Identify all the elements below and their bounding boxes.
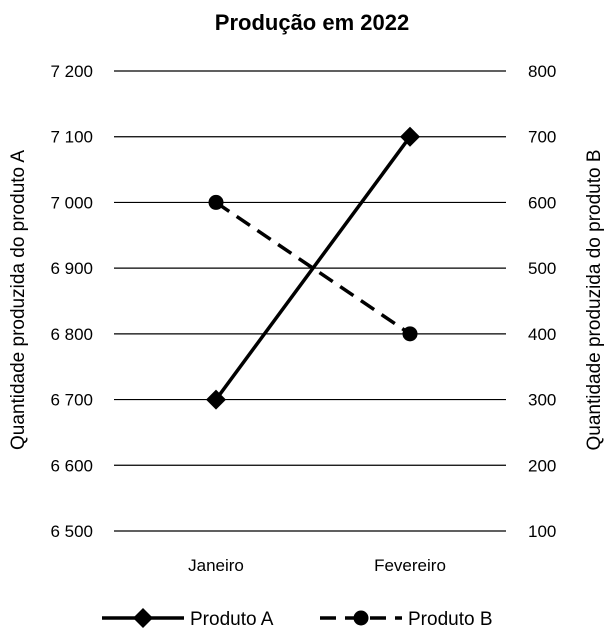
right-tick-label: 100 <box>528 522 556 541</box>
legend-marker-produto-a <box>133 608 153 628</box>
right-y-axis-label: Quantidade produzida do produto B <box>584 149 605 450</box>
right-tick-label: 500 <box>528 259 556 278</box>
left-tick-label: 7 100 <box>50 128 93 147</box>
data-point-produto-b <box>402 326 418 342</box>
right-tick-label: 300 <box>528 391 556 410</box>
left-tick-label: 7 000 <box>50 193 93 212</box>
series-layer <box>206 126 420 410</box>
left-tick-label: 7 200 <box>50 62 93 81</box>
gridlines <box>114 70 506 532</box>
left-tick-label: 6 700 <box>50 391 93 410</box>
legend-marker-produto-b <box>353 610 369 626</box>
right-tick-label: 700 <box>528 128 556 147</box>
x-category-label: Janeiro <box>188 556 244 575</box>
right-tick-label: 600 <box>528 193 556 212</box>
left-tick-label: 6 900 <box>50 259 93 278</box>
left-y-axis-label: Quantidade produzida do produto A <box>8 150 29 450</box>
series-line-produto-b <box>215 200 411 336</box>
x-category-label: Fevereiro <box>374 556 446 575</box>
chart-title: Produção em 2022 <box>215 10 409 35</box>
legend: Produto A Produto B <box>102 608 493 630</box>
right-tick-label: 400 <box>528 325 556 344</box>
legend-label-produto-a: Produto A <box>190 609 274 630</box>
data-point-produto-b <box>208 194 224 210</box>
legend-label-produto-b: Produto B <box>408 609 493 630</box>
left-y-axis-ticks: 6 500 6 600 6 700 6 800 6 900 7 000 7 100 7 200 <box>50 62 93 541</box>
data-point-produto-a <box>400 126 420 147</box>
left-tick-label: 6 800 <box>50 325 93 344</box>
series-line-produto-a <box>214 135 412 401</box>
data-point-produto-a <box>206 389 226 410</box>
right-tick-label: 800 <box>528 62 556 81</box>
right-tick-label: 200 <box>528 456 556 475</box>
right-y-axis-ticks: 100 200 300 400 500 600 700 800 <box>528 62 556 541</box>
x-axis-categories: Janeiro Fevereiro <box>188 556 446 575</box>
left-tick-label: 6 500 <box>50 522 93 541</box>
left-tick-label: 6 600 <box>50 456 93 475</box>
